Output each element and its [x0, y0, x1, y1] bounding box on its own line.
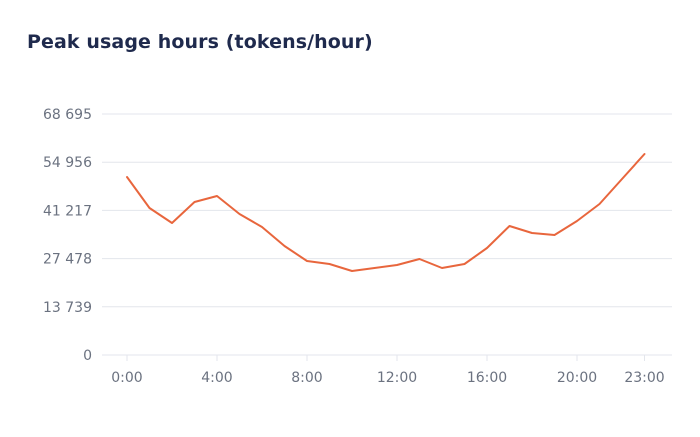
y-tick-label: 27 478 [43, 252, 92, 268]
x-tick-label: 4:00 [201, 370, 232, 386]
gridlines [102, 113, 672, 356]
y-axis-labels: 0 13 739 27 478 41 217 54 956 68 695 [43, 107, 92, 364]
x-axis: 0:00 4:00 8:00 12:00 16:00 20:00 23:00 [111, 355, 665, 386]
y-tick-label: 41 217 [43, 203, 92, 219]
y-tick-label: 13 739 [43, 300, 92, 316]
x-tick-label: 8:00 [291, 370, 322, 386]
usage-line [126, 153, 646, 272]
y-tick-label: 54 956 [43, 155, 92, 171]
x-tick-label: 23:00 [624, 370, 664, 386]
x-tick-label: 16:00 [467, 370, 507, 386]
x-tick-label: 20:00 [557, 370, 597, 386]
x-tick-label: 12:00 [377, 370, 417, 386]
x-tick-label: 0:00 [111, 370, 142, 386]
chart-title: Peak usage hours (tokens/hour) [27, 31, 373, 53]
y-tick-label: 0 [83, 348, 92, 364]
y-tick-label: 68 695 [43, 107, 92, 123]
